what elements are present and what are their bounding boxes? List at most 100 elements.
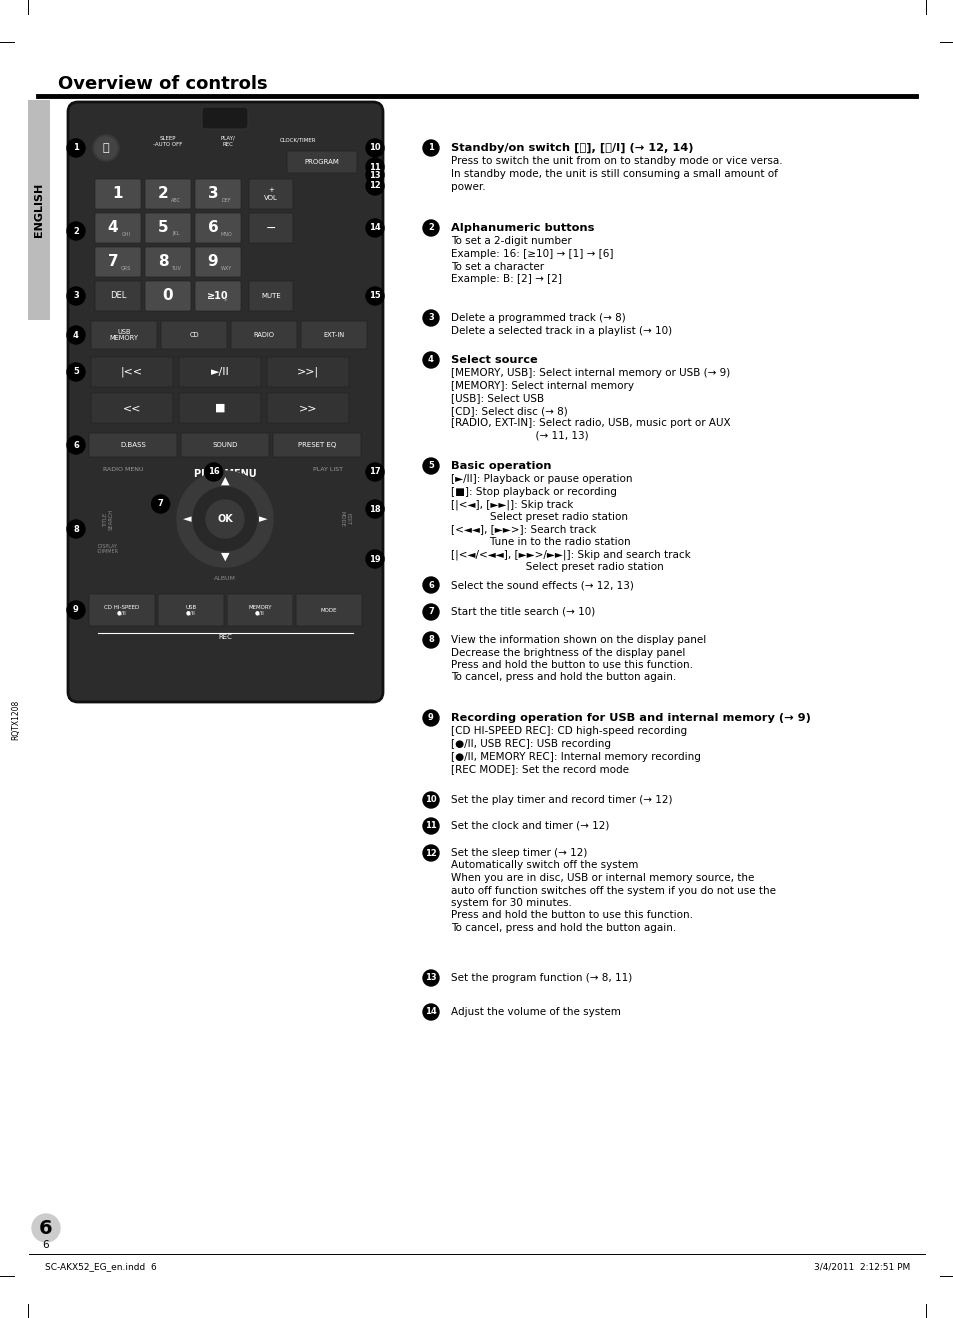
Text: 6: 6: [73, 440, 79, 449]
Text: SOUND: SOUND: [213, 442, 237, 448]
FancyBboxPatch shape: [179, 357, 261, 387]
Text: 2: 2: [157, 187, 168, 202]
Text: <<: <<: [123, 403, 141, 413]
Text: 3: 3: [208, 187, 218, 202]
Text: 9: 9: [73, 605, 79, 614]
FancyBboxPatch shape: [231, 322, 296, 349]
Text: MEMORY
●/II: MEMORY ●/II: [248, 605, 272, 616]
Circle shape: [422, 352, 438, 368]
Text: USB
●/II: USB ●/II: [185, 605, 196, 616]
Text: Press to switch the unit from on to standby mode or vice versa.: Press to switch the unit from on to stan…: [451, 157, 781, 166]
Text: [►/II]: Playback or pause operation: [►/II]: Playback or pause operation: [451, 474, 632, 485]
Text: power.: power.: [451, 182, 485, 191]
Circle shape: [152, 496, 170, 513]
FancyBboxPatch shape: [145, 246, 191, 277]
Circle shape: [422, 792, 438, 808]
FancyBboxPatch shape: [202, 107, 248, 129]
Text: Delete a programmed track (→ 8): Delete a programmed track (→ 8): [451, 312, 625, 323]
Text: −: −: [266, 221, 276, 235]
Text: CD: CD: [189, 332, 198, 337]
FancyBboxPatch shape: [194, 281, 241, 311]
Text: CD HI-SPEED
●/II: CD HI-SPEED ●/II: [104, 605, 139, 616]
Text: |<<: |<<: [121, 366, 143, 377]
Circle shape: [422, 140, 438, 156]
Circle shape: [422, 845, 438, 861]
Text: 6: 6: [428, 580, 434, 589]
Circle shape: [366, 500, 384, 518]
Text: MUTE: MUTE: [261, 293, 280, 299]
Circle shape: [422, 633, 438, 648]
Text: 4: 4: [428, 356, 434, 365]
Text: Standby/on switch [⏻], [⏻/I] (→ 12, 14): Standby/on switch [⏻], [⏻/I] (→ 12, 14): [451, 142, 693, 153]
FancyBboxPatch shape: [249, 214, 293, 243]
Text: WXY: WXY: [220, 265, 232, 270]
Text: PROGRAM: PROGRAM: [304, 159, 339, 165]
FancyBboxPatch shape: [28, 100, 50, 320]
Text: [|<◄], [►►|]: Skip track: [|<◄], [►►|]: Skip track: [451, 500, 573, 510]
Text: 9: 9: [208, 254, 218, 269]
Text: ►/II: ►/II: [211, 366, 229, 377]
Text: DEF: DEF: [221, 198, 231, 203]
FancyBboxPatch shape: [68, 101, 382, 702]
Circle shape: [422, 220, 438, 236]
Circle shape: [366, 138, 384, 157]
Text: Press and hold the button to use this function.: Press and hold the button to use this fu…: [451, 660, 692, 670]
Text: QRS: QRS: [121, 265, 131, 270]
Text: [●/II, USB REC]: USB recording: [●/II, USB REC]: USB recording: [451, 739, 610, 749]
FancyBboxPatch shape: [295, 594, 361, 626]
Text: Select source: Select source: [451, 355, 537, 365]
Text: 9: 9: [428, 713, 434, 722]
Text: 7: 7: [108, 254, 118, 269]
Text: ≥10: ≥10: [207, 291, 229, 301]
Text: 7: 7: [157, 500, 163, 509]
Circle shape: [193, 486, 256, 551]
Text: +
VOL: + VOL: [264, 187, 277, 200]
Text: Set the clock and timer (→ 12): Set the clock and timer (→ 12): [451, 821, 609, 832]
FancyBboxPatch shape: [194, 179, 241, 210]
Circle shape: [422, 604, 438, 619]
Circle shape: [67, 362, 85, 381]
Text: To cancel, press and hold the button again.: To cancel, press and hold the button aga…: [451, 672, 676, 683]
Text: To set a character: To set a character: [451, 261, 543, 272]
Text: 1: 1: [112, 187, 123, 202]
Text: 17: 17: [369, 468, 380, 477]
Text: 5: 5: [157, 220, 168, 236]
Circle shape: [422, 577, 438, 593]
Text: [■]: Stop playback or recording: [■]: Stop playback or recording: [451, 486, 617, 497]
FancyBboxPatch shape: [249, 179, 293, 210]
Text: RADIO: RADIO: [253, 332, 274, 337]
Text: 15: 15: [369, 291, 380, 301]
Circle shape: [67, 287, 85, 304]
Circle shape: [67, 601, 85, 619]
Text: EDIT
MODE: EDIT MODE: [339, 511, 350, 527]
Circle shape: [95, 137, 117, 159]
Text: Start the title search (→ 10): Start the title search (→ 10): [451, 608, 595, 617]
Text: In standby mode, the unit is still consuming a small amount of: In standby mode, the unit is still consu…: [451, 169, 777, 179]
Text: 12: 12: [425, 849, 436, 858]
Text: EXT-IN: EXT-IN: [323, 332, 344, 337]
Text: 1: 1: [428, 144, 434, 153]
Text: 13: 13: [369, 170, 380, 179]
Text: 6: 6: [208, 220, 218, 236]
Text: [<◄◄], [►►>]: Search track: [<◄◄], [►►>]: Search track: [451, 525, 596, 535]
Circle shape: [32, 1214, 60, 1242]
Text: RADIO MENU: RADIO MENU: [103, 467, 143, 472]
Text: 11: 11: [425, 821, 436, 830]
Text: system for 30 minutes.: system for 30 minutes.: [451, 898, 571, 908]
Text: 11: 11: [369, 162, 380, 171]
FancyBboxPatch shape: [161, 322, 227, 349]
Text: Adjust the volume of the system: Adjust the volume of the system: [451, 1007, 620, 1017]
Text: [RADIO, EXT-IN]: Select radio, USB, music port or AUX: [RADIO, EXT-IN]: Select radio, USB, musi…: [451, 419, 730, 428]
Text: [USB]: Select USB: [USB]: Select USB: [451, 394, 543, 403]
Text: DEL: DEL: [110, 291, 126, 301]
Circle shape: [67, 326, 85, 344]
FancyBboxPatch shape: [89, 434, 177, 457]
FancyBboxPatch shape: [145, 179, 191, 210]
Text: >>|: >>|: [296, 366, 318, 377]
FancyBboxPatch shape: [287, 152, 356, 173]
Text: *: *: [224, 298, 228, 304]
Circle shape: [422, 1004, 438, 1020]
Text: PLAY LIST: PLAY LIST: [313, 467, 343, 472]
FancyBboxPatch shape: [194, 246, 241, 277]
Text: ENGLISH: ENGLISH: [34, 183, 44, 237]
